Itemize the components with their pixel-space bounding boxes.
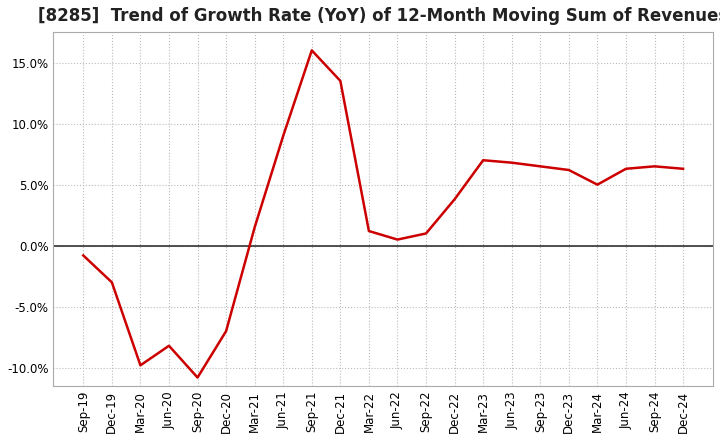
Title: [8285]  Trend of Growth Rate (YoY) of 12-Month Moving Sum of Revenues: [8285] Trend of Growth Rate (YoY) of 12-… <box>38 7 720 25</box>
